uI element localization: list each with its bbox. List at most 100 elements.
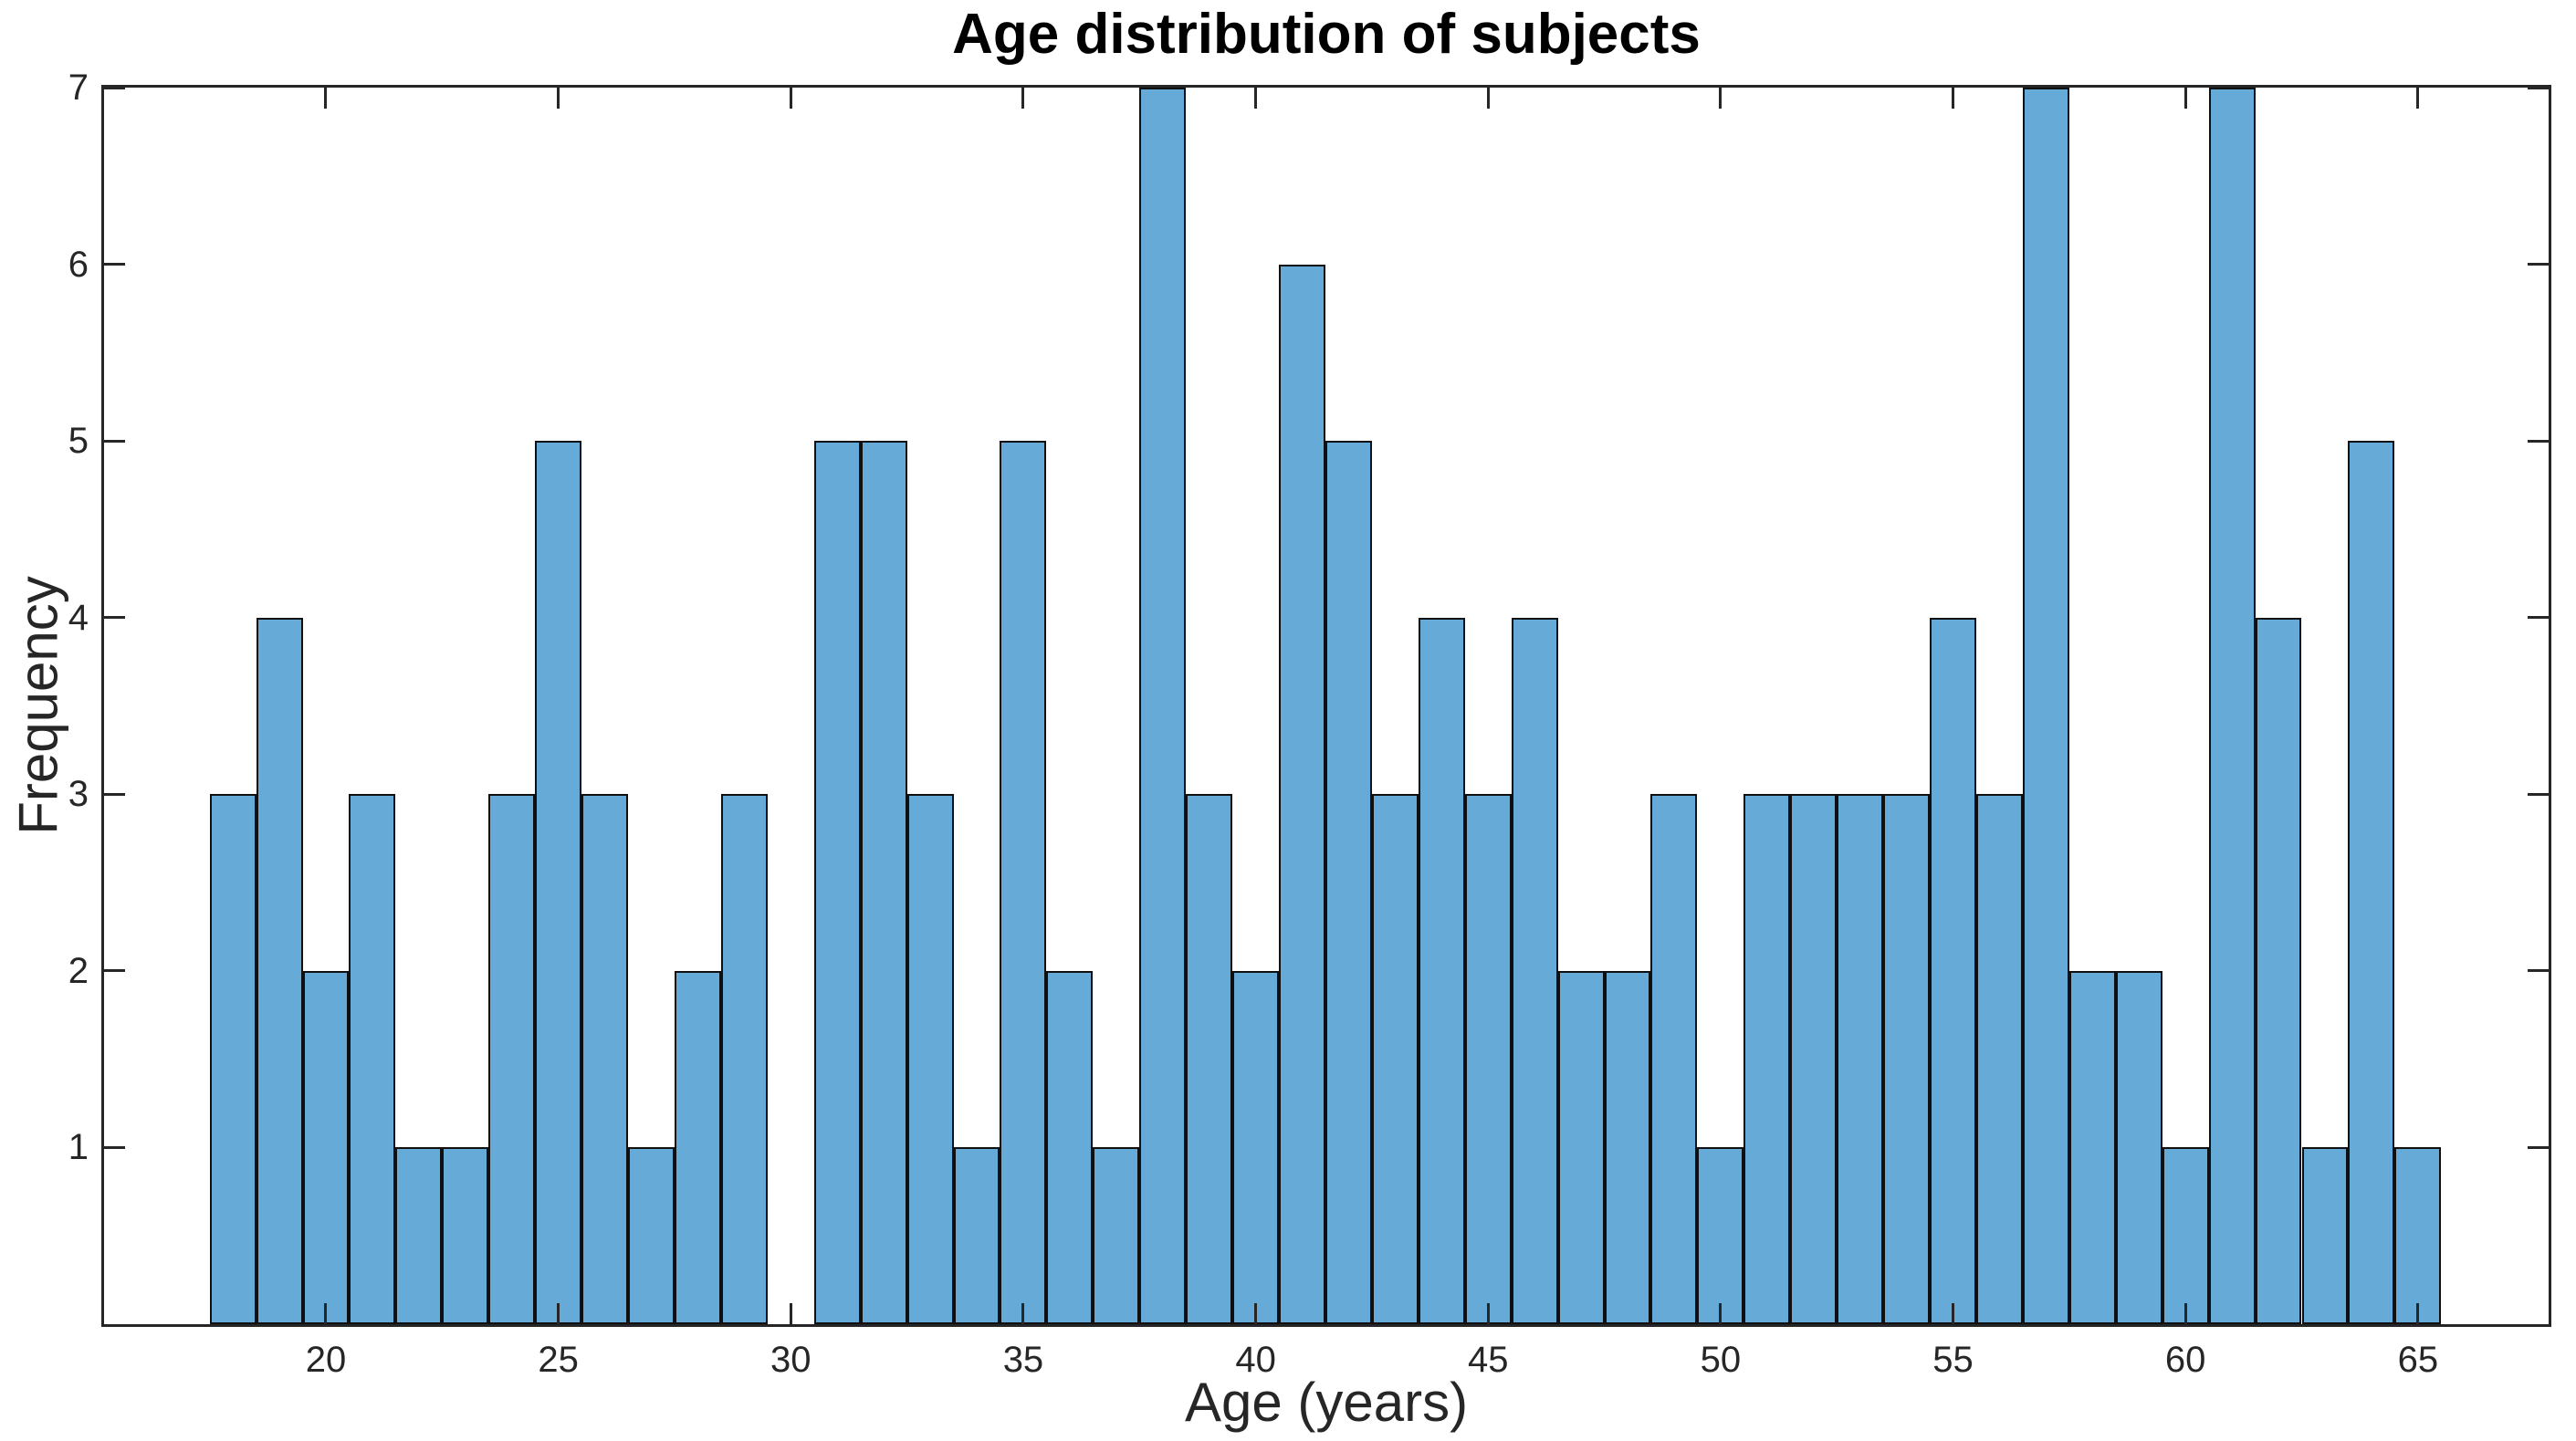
histogram-bar bbox=[2068, 970, 2116, 1324]
histogram-bar bbox=[1650, 794, 1698, 1324]
y-tick-mark bbox=[104, 969, 125, 973]
histogram-bar bbox=[813, 441, 861, 1324]
histogram-bar bbox=[906, 794, 954, 1324]
histogram-bar bbox=[256, 617, 303, 1324]
y-tick-mark bbox=[104, 263, 125, 266]
histogram-bar bbox=[1046, 970, 1094, 1324]
y-tick-mark bbox=[2528, 792, 2549, 796]
histogram-bar bbox=[1975, 794, 2023, 1324]
histogram-bar bbox=[1464, 794, 1512, 1324]
x-tick-mark bbox=[1254, 88, 1258, 109]
y-tick-mark bbox=[2528, 1145, 2549, 1149]
y-tick-mark bbox=[104, 616, 125, 620]
x-tick-label: 35 bbox=[1002, 1340, 1044, 1380]
x-tick-mark bbox=[1021, 88, 1025, 109]
x-tick-mark bbox=[789, 1303, 792, 1324]
histogram-bar bbox=[860, 441, 907, 1324]
y-tick-label: 2 bbox=[68, 950, 89, 991]
histogram-bar bbox=[2162, 1147, 2209, 1324]
histogram-bar bbox=[1000, 441, 1047, 1324]
x-tick-label: 60 bbox=[2164, 1340, 2206, 1380]
histogram-bar bbox=[628, 1147, 675, 1324]
y-tick-label: 4 bbox=[68, 597, 89, 638]
y-tick-label: 1 bbox=[68, 1127, 89, 1168]
histogram-bar bbox=[2255, 617, 2302, 1324]
histogram-bar bbox=[488, 794, 536, 1324]
histogram-bar bbox=[1930, 617, 1976, 1324]
x-tick-mark bbox=[1021, 1303, 1025, 1324]
x-tick-mark bbox=[1952, 88, 1955, 109]
x-tick-label: 20 bbox=[305, 1340, 347, 1380]
histogram-bar bbox=[1511, 617, 1558, 1324]
y-tick-mark bbox=[2528, 969, 2549, 973]
histogram-bar bbox=[1279, 264, 1325, 1324]
histogram-bar bbox=[581, 794, 629, 1324]
histogram-bar bbox=[302, 970, 350, 1324]
x-tick-label: 30 bbox=[770, 1340, 812, 1380]
x-tick-label: 45 bbox=[1467, 1340, 1509, 1380]
histogram-bar bbox=[1371, 794, 1419, 1324]
x-tick-mark bbox=[1719, 1303, 1723, 1324]
y-tick-mark bbox=[2528, 616, 2549, 620]
histogram-bar bbox=[1604, 970, 1651, 1324]
x-tick-mark bbox=[324, 1303, 328, 1324]
histogram-bar bbox=[1325, 441, 1372, 1324]
histogram-bar bbox=[2208, 88, 2256, 1324]
histogram-bar bbox=[395, 1147, 443, 1324]
x-tick-mark bbox=[324, 88, 328, 109]
histogram-bar bbox=[1232, 970, 1280, 1324]
histogram-bar bbox=[1744, 794, 1791, 1324]
x-tick-label: 55 bbox=[1932, 1340, 1974, 1380]
histogram-bar bbox=[1186, 794, 1233, 1324]
histogram-bar bbox=[349, 794, 396, 1324]
histogram-bar bbox=[1557, 970, 1605, 1324]
y-tick-mark bbox=[2528, 263, 2549, 266]
histogram-bar bbox=[1883, 794, 1931, 1324]
y-tick-label: 5 bbox=[68, 421, 89, 462]
histogram-bar bbox=[953, 1147, 1000, 1324]
histogram-bar bbox=[442, 1147, 489, 1324]
histogram-bar bbox=[209, 794, 257, 1324]
y-tick-mark bbox=[104, 439, 125, 443]
x-tick-mark bbox=[1952, 1303, 1955, 1324]
histogram-bar bbox=[720, 794, 768, 1324]
y-tick-mark bbox=[104, 86, 125, 89]
y-tick-mark bbox=[104, 792, 125, 796]
plot-area bbox=[101, 85, 2551, 1327]
x-tick-mark bbox=[2183, 1303, 2187, 1324]
histogram-bar bbox=[1139, 88, 1187, 1324]
x-tick-mark bbox=[1254, 1303, 1258, 1324]
histogram-bar bbox=[535, 441, 582, 1324]
x-tick-mark bbox=[1486, 1303, 1490, 1324]
x-tick-label: 50 bbox=[1700, 1340, 1742, 1380]
x-tick-mark bbox=[1486, 88, 1490, 109]
x-tick-mark bbox=[789, 88, 792, 109]
y-tick-mark bbox=[2528, 86, 2549, 89]
x-axis-label: Age (years) bbox=[1184, 1372, 1469, 1433]
x-tick-label: 65 bbox=[2397, 1340, 2439, 1380]
histogram-bar bbox=[1418, 617, 1465, 1324]
x-tick-mark bbox=[1719, 88, 1723, 109]
histogram-bar bbox=[1093, 1147, 1140, 1324]
x-tick-mark bbox=[2416, 1303, 2420, 1324]
y-tick-mark bbox=[104, 1145, 125, 1149]
histogram-bar bbox=[1837, 794, 1884, 1324]
y-tick-label: 3 bbox=[68, 774, 89, 815]
histogram-bar bbox=[1697, 1147, 1744, 1324]
histogram-bar bbox=[674, 970, 721, 1324]
x-tick-label: 40 bbox=[1235, 1340, 1276, 1380]
x-tick-mark bbox=[2183, 88, 2187, 109]
x-tick-mark bbox=[557, 88, 560, 109]
histogram-bar bbox=[1790, 794, 1838, 1324]
histogram-bar bbox=[2348, 441, 2395, 1324]
y-tick-label: 6 bbox=[68, 244, 89, 285]
x-tick-mark bbox=[557, 1303, 560, 1324]
chart-title: Age distribution of subjects bbox=[952, 3, 1701, 66]
histogram-bar bbox=[2115, 970, 2162, 1324]
histogram-bar bbox=[2394, 1147, 2442, 1324]
histogram-bar bbox=[2301, 1147, 2349, 1324]
x-tick-mark bbox=[2416, 88, 2420, 109]
histogram-bar bbox=[2022, 88, 2069, 1324]
y-tick-mark bbox=[2528, 439, 2549, 443]
